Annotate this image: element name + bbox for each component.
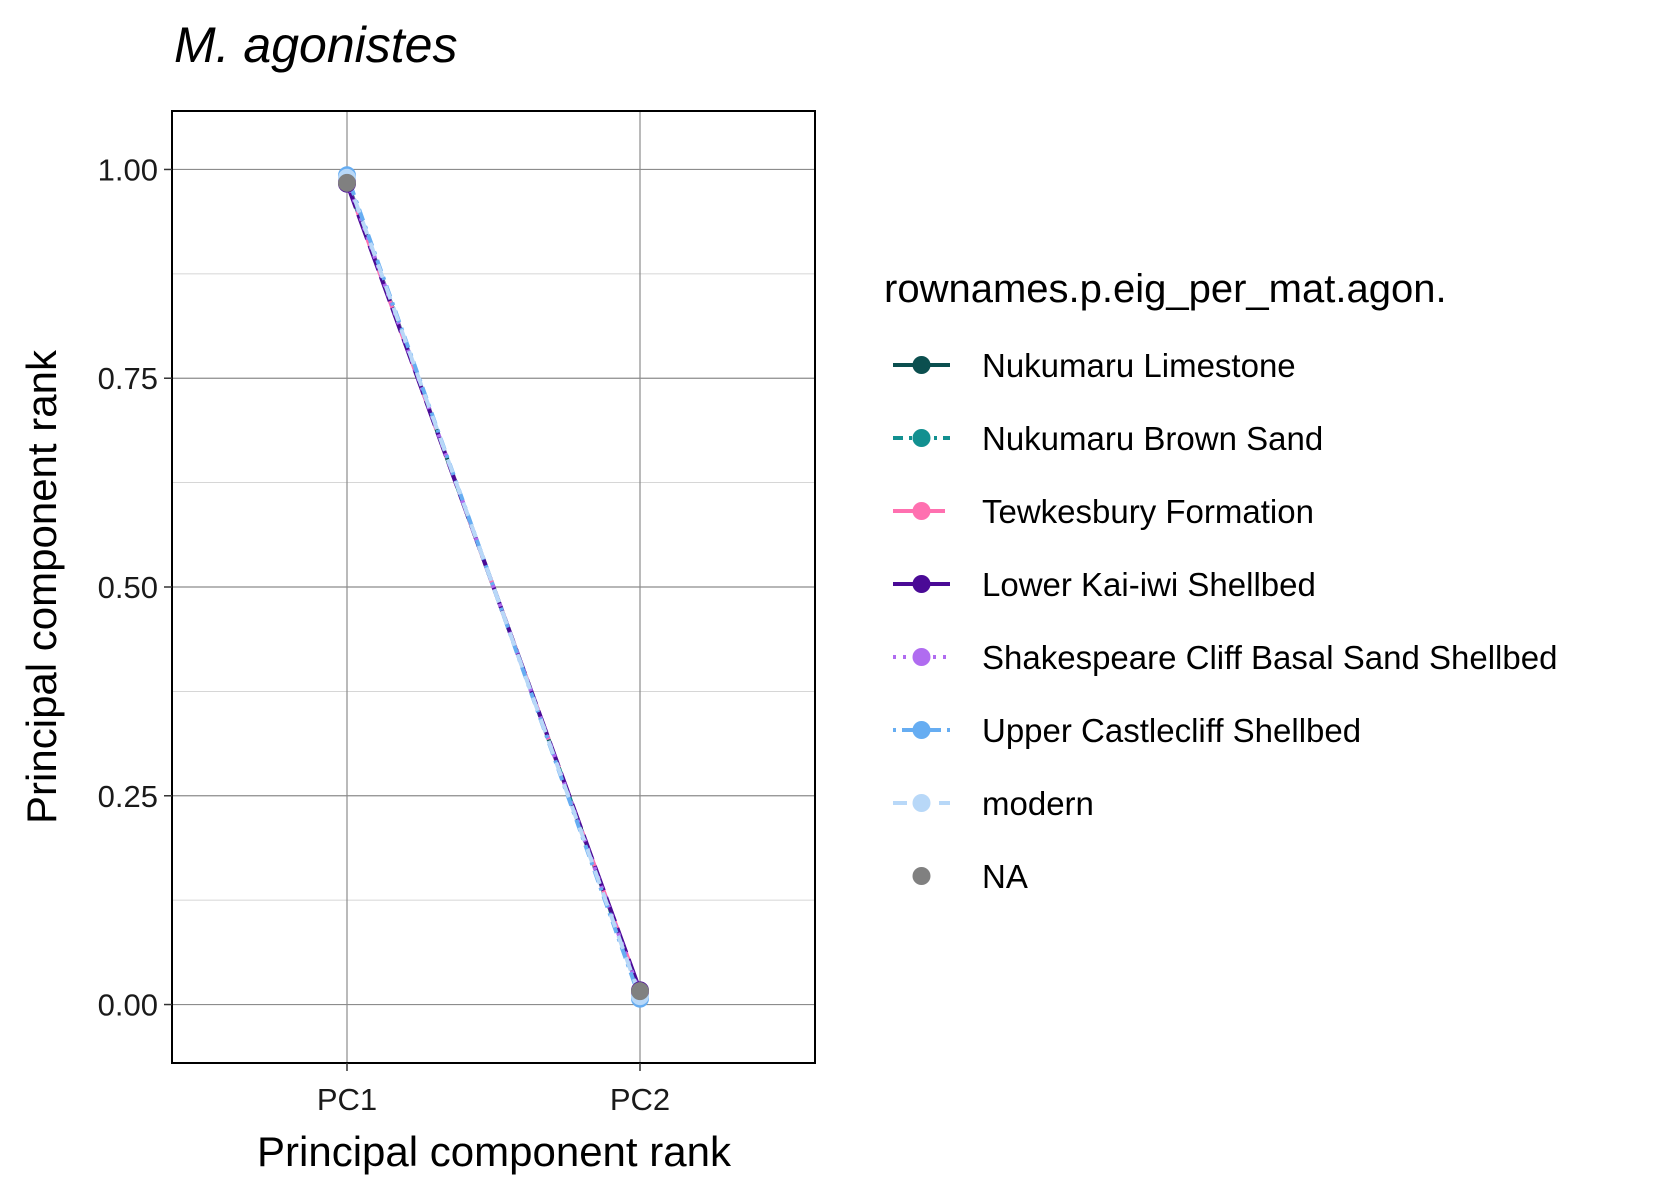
point-na: [631, 982, 649, 1001]
legend-key-modern: [893, 794, 950, 812]
legend-marker: [912, 794, 931, 812]
legend-marker: [912, 429, 931, 447]
legend-label: Nukumaru Limestone: [982, 347, 1296, 384]
y-tick-label: 1.00: [98, 152, 158, 187]
legend-marker: [912, 721, 931, 739]
series-line-modern: [345, 177, 642, 997]
data-points: [338, 166, 649, 1008]
y-tick-label: 0.25: [98, 779, 158, 814]
legend-title: rownames.p.eig_per_mat.agon.: [884, 267, 1447, 311]
y-axis-title: Principal component rank: [18, 349, 65, 824]
x-tick-label: PC2: [610, 1082, 670, 1117]
legend-label: Nukumaru Brown Sand: [982, 420, 1323, 457]
legend-label: Tewkesbury Formation: [982, 493, 1314, 530]
y-tick-label: 0.00: [98, 988, 158, 1023]
legend-key-nukumaru-brown-sand: [893, 429, 950, 447]
legend-key-nukumaru-limestone: [893, 356, 950, 374]
legend-marker: [912, 867, 931, 885]
legend-marker: [912, 575, 931, 593]
x-axis-title: Principal component rank: [257, 1128, 732, 1175]
legend-label: Shakespeare Cliff Basal Sand Shellbed: [982, 639, 1557, 676]
legend-key-upper-castlecliff-shellbed: [893, 721, 950, 739]
legend-key-na: [912, 867, 931, 885]
x-tick-label: PC1: [317, 1082, 377, 1117]
legend-key-tewkesbury-formation: [893, 502, 950, 520]
legend: Nukumaru Limestone Nukumaru Brown Sand Tew…: [893, 347, 1557, 895]
grid: [172, 111, 815, 1063]
legend-key-shakespeare-cliff-basal-sand-shellbed: [893, 648, 950, 666]
legend-marker: [912, 648, 931, 666]
legend-key-lower-kai-iwi-shellbed: [893, 575, 950, 593]
legend-label: Upper Castlecliff Shellbed: [982, 712, 1361, 749]
chart-title: M. agonistes: [174, 17, 457, 73]
legend-marker: [912, 356, 931, 374]
axis-ticks: 0.00 0.25 0.50 0.75 1.00 PC1 PC2: [98, 152, 671, 1117]
y-tick-label: 0.75: [98, 361, 158, 396]
legend-label: Lower Kai-iwi Shellbed: [982, 566, 1316, 603]
legend-marker: [912, 502, 931, 520]
legend-label: NA: [982, 858, 1028, 895]
legend-label: modern: [982, 785, 1094, 822]
point-na: [338, 173, 356, 192]
y-tick-label: 0.50: [98, 570, 158, 605]
series-lines: [345, 174, 642, 1000]
